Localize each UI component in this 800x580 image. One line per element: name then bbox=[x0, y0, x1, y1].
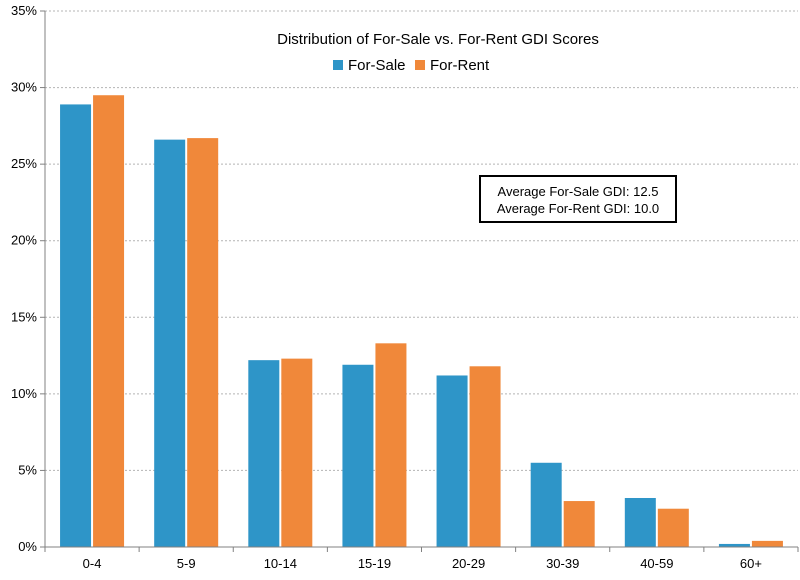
y-tick-label: 25% bbox=[11, 156, 37, 171]
x-tick-label: 5-9 bbox=[177, 556, 196, 571]
bar-for-sale-30-39 bbox=[530, 462, 562, 547]
chart-title: Distribution of For-Sale vs. For-Rent GD… bbox=[277, 31, 599, 48]
bar-for-sale-10-14 bbox=[248, 360, 280, 547]
bar-for-rent-20-29 bbox=[469, 366, 501, 547]
y-tick-label: 35% bbox=[11, 3, 37, 18]
annotation-line-for-rent: Average For-Rent GDI: 10.0 bbox=[497, 201, 659, 216]
bar-for-sale-20-29 bbox=[436, 375, 468, 547]
bar-for-sale-60+ bbox=[718, 543, 750, 547]
y-tick-label: 10% bbox=[11, 386, 37, 401]
y-tick-label: 20% bbox=[11, 233, 37, 248]
legend-label-for-rent: For-Rent bbox=[430, 57, 490, 74]
bar-for-rent-5-9 bbox=[187, 138, 219, 547]
bar-for-rent-40-59 bbox=[657, 508, 689, 547]
x-tick-label: 60+ bbox=[740, 556, 762, 571]
legend-label-for-sale: For-Sale bbox=[348, 57, 406, 74]
bar-for-sale-0-4 bbox=[60, 104, 92, 547]
legend-swatch-for-rent bbox=[415, 60, 425, 70]
x-tick-label: 0-4 bbox=[83, 556, 102, 571]
x-tick-label: 15-19 bbox=[358, 556, 391, 571]
bars bbox=[60, 95, 783, 547]
y-tick-label: 0% bbox=[18, 539, 37, 554]
y-tick-label: 15% bbox=[11, 309, 37, 324]
x-tick-label: 30-39 bbox=[546, 556, 579, 571]
bar-for-sale-40-59 bbox=[624, 497, 656, 547]
bar-for-rent-30-39 bbox=[563, 501, 595, 547]
bar-for-rent-60+ bbox=[751, 540, 783, 547]
y-axis-ticks: 0% 5% 10% 15% 20% 25% 30% 35% bbox=[11, 3, 45, 554]
bar-for-rent-15-19 bbox=[375, 343, 407, 547]
bar-for-sale-15-19 bbox=[342, 364, 374, 547]
y-tick-label: 30% bbox=[11, 80, 37, 95]
bar-for-sale-5-9 bbox=[154, 139, 186, 547]
legend-swatch-for-sale bbox=[333, 60, 343, 70]
x-axis: 0-4 5-9 10-14 15-19 20-29 30-39 40-59 60+ bbox=[44, 11, 799, 571]
bar-for-rent-10-14 bbox=[281, 358, 313, 547]
annotation-box bbox=[479, 175, 677, 223]
legend: For-Sale For-Rent bbox=[333, 57, 490, 74]
annotation-line-for-sale: Average For-Sale GDI: 12.5 bbox=[498, 184, 659, 199]
x-tick-label: 20-29 bbox=[452, 556, 485, 571]
average-gdi-annotation: Average For-Sale GDI: 12.5 Average For-R… bbox=[479, 175, 677, 223]
x-tick-label: 10-14 bbox=[264, 556, 297, 571]
x-tick-label: 40-59 bbox=[640, 556, 673, 571]
y-tick-label: 5% bbox=[18, 462, 37, 477]
bar-for-rent-0-4 bbox=[93, 95, 125, 547]
